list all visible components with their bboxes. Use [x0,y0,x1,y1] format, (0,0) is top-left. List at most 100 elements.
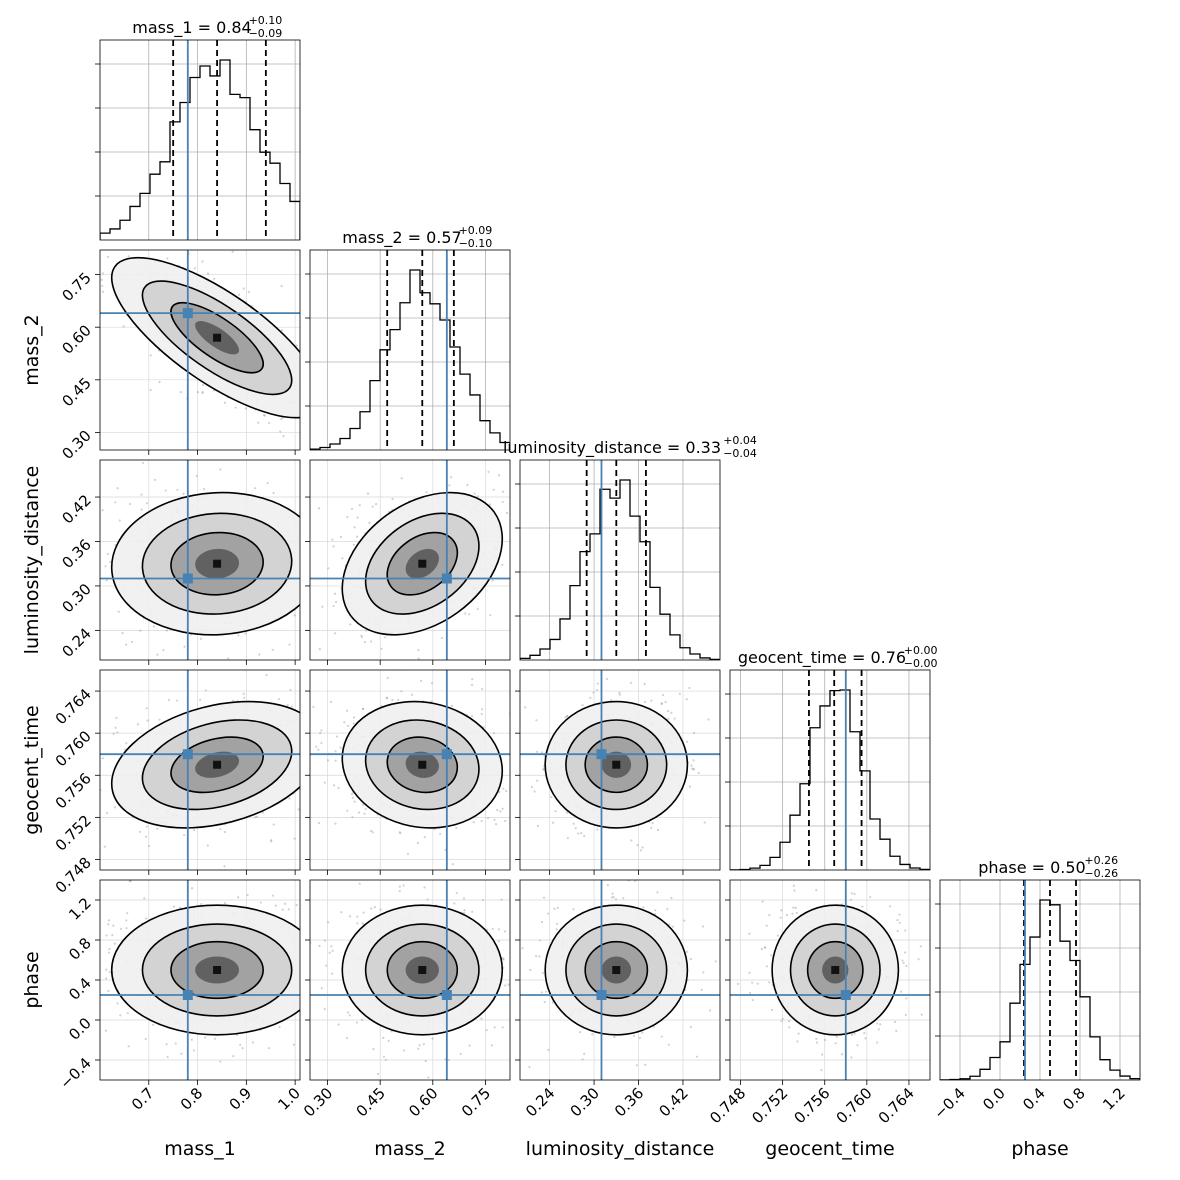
scatter-point [492,488,495,491]
scatter-point [346,482,348,484]
scatter-point [331,538,334,541]
scatter-point [473,492,476,495]
scatter-point [333,617,335,619]
hist-title-err-plus: +0.09 [459,224,493,237]
scatter-point [323,732,325,734]
scatter-point [490,1044,493,1047]
scatter-point [271,894,275,897]
scatter-point [318,648,321,651]
scatter-point [356,535,359,538]
scatter-point [433,828,436,831]
scatter-point [382,1036,385,1040]
scatter-point [504,797,506,799]
scatter-point [219,827,222,831]
scatter-panel-mass_1-luminosity_distance [61,460,345,660]
scatter-point [109,560,112,564]
scatter-point [330,729,332,731]
scatter-point [282,650,284,652]
scatter-point [104,565,107,568]
scatter-point [650,826,653,829]
scatter-point [632,1034,636,1038]
scatter-point [678,692,682,695]
scatter-point [305,343,307,345]
scatter-point [476,607,479,611]
scatter-point [641,846,644,849]
scatter-point [361,707,365,710]
scatter-point [693,731,696,734]
scatter-panel-mass_2-luminosity_distance [282,460,529,660]
scatter-panel-mass_1-phase [100,880,340,1080]
scatter-point [164,489,167,492]
scatter-point [688,785,692,788]
scatter-point [201,391,204,395]
scatter-point [635,1064,638,1067]
scatter-point [700,988,703,992]
scatter-point [323,911,325,913]
scatter-point [140,508,143,511]
scatter-point [612,896,615,899]
scatter-point [305,386,307,388]
scatter-point [685,950,689,953]
scatter-point [370,907,373,910]
scatter-point [313,998,315,1000]
scatter-point [111,933,114,937]
scatter-point [353,526,356,529]
scatter-point [166,1055,169,1059]
scatter-point [524,547,526,549]
scatter-point [86,239,88,241]
scatter-point [463,911,466,914]
scatter-point [356,516,359,519]
scatter-point [315,363,317,365]
truth-marker [441,573,452,584]
hist-title-err-minus: −0.09 [249,27,283,40]
scatter-point [398,885,401,888]
scatter-point [61,593,63,595]
scatter-point [263,414,266,417]
hist-title-geocent_time: geocent_time = 0.76 [738,648,906,668]
scatter-point [485,1029,488,1032]
scatter-point [165,1043,168,1046]
scatter-point [314,943,316,945]
scatter-point [333,719,335,721]
scatter-point [116,1002,119,1005]
scatter-point [324,798,326,800]
scatter-point [338,937,340,939]
scatter-point [634,880,637,883]
scatter-point [237,896,240,899]
scatter-point [201,383,205,387]
scatter-point [596,828,599,831]
scatter-point [129,880,132,882]
scatter-point [337,548,339,550]
hist-frame [939,879,1141,1081]
scatter-point [708,1009,712,1012]
scatter-point [343,522,345,524]
scatter-point [358,882,361,885]
scatter-point [238,637,240,639]
scatter-point [504,984,507,987]
scatter-point [237,634,240,637]
density-peak-marker [418,559,427,568]
scatter-point [306,636,308,638]
scatter-point [331,949,334,952]
scatter-point [286,704,289,707]
scatter-panel-mass_1-mass_2 [86,239,348,484]
scatter-point [303,561,305,563]
scatter-point [151,1023,155,1026]
scatter-point [239,1043,242,1046]
scatter-point [323,734,325,736]
scatter-point [547,912,550,915]
scatter-point [417,1047,420,1050]
scatter-point [127,255,130,258]
scatter-point [371,505,374,508]
hist-title-phase: phase = 0.50 [978,858,1085,877]
scatter-point [535,750,539,753]
scatter-point [398,889,401,893]
scatter-point [581,704,584,707]
scatter-point [527,461,529,463]
scatter-point [586,870,588,872]
scatter-point [550,796,553,799]
scatter-point [535,719,538,722]
hist-step-mass_1 [100,59,300,240]
scatter-point [516,728,518,730]
scatter-point [451,863,454,866]
